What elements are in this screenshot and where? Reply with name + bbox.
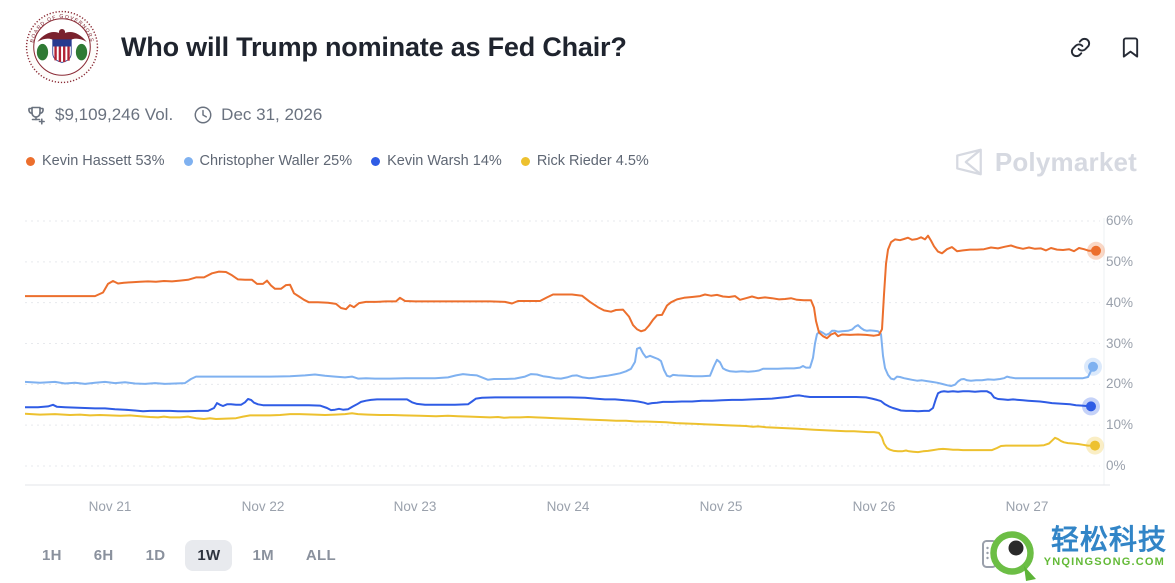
chart-legend: Kevin Hassett 53% Christopher Waller 25%…: [26, 153, 649, 169]
timeframe-6h[interactable]: 6H: [82, 540, 126, 571]
y-tick-50%: 50%: [1106, 253, 1134, 269]
timeframe-all[interactable]: ALL: [294, 540, 348, 571]
y-tick-30%: 30%: [1106, 335, 1134, 351]
page-title: Who will Trump nominate as Fed Chair?: [121, 31, 627, 62]
end-date-group: Dec 31, 2026: [193, 105, 322, 125]
x-tick-nov-23: Nov 23: [393, 499, 437, 514]
federal-reserve-seal-icon: BOARD OF GOVERNORS OF THE FEDERAL RESERV…: [25, 10, 99, 84]
polymarket-logo-icon: [955, 148, 982, 176]
timeframe-1d[interactable]: 1D: [134, 540, 178, 571]
copy-link-icon[interactable]: [1069, 36, 1092, 59]
market-stats: $9,109,246 Vol. Dec 31, 2026: [25, 104, 322, 126]
end-marker-rick-rieder: [1090, 440, 1100, 451]
y-tick-40%: 40%: [1106, 294, 1134, 310]
trophy-rewards-icon: [28, 106, 45, 125]
x-tick-nov-21: Nov 21: [88, 499, 132, 514]
legend-label: Rick Rieder 4.5%: [536, 153, 649, 169]
site-watermark-logo-icon: [981, 531, 1036, 581]
end-marker-kevin-warsh: [1086, 401, 1096, 412]
price-history-chart[interactable]: [25, 210, 1110, 495]
bookmark-icon[interactable]: [1120, 36, 1141, 59]
clock-icon: [194, 106, 212, 124]
seal-tree-left: [36, 43, 49, 61]
legend-dot-light-blue: [183, 156, 193, 166]
y-tick-20%: 20%: [1106, 376, 1134, 392]
market-header: BOARD OF GOVERNORS OF THE FEDERAL RESERV…: [25, 10, 627, 84]
x-tick-nov-22: Nov 22: [241, 499, 285, 514]
y-tick-0%: 0%: [1106, 458, 1126, 473]
legend-item-christopher-waller: Christopher Waller 25%: [183, 153, 353, 169]
legend-item-kevin-warsh: Kevin Warsh 14%: [371, 153, 502, 169]
x-tick-nov-25: Nov 25: [699, 499, 743, 514]
seal-tree-right: [75, 43, 88, 61]
series-line-rick-rieder[interactable]: [25, 412, 1096, 454]
x-tick-nov-27: Nov 27: [1005, 499, 1049, 514]
seal-eagle: [37, 31, 87, 44]
header-actions: [1069, 36, 1141, 59]
x-tick-nov-26: Nov 26: [852, 499, 896, 514]
timeframe-selector: 1H 6H 1D 1W 1M ALL: [30, 540, 348, 571]
legend-label: Kevin Hassett 53%: [42, 153, 165, 169]
legend-dot-blue: [371, 156, 381, 166]
watermark-domain-text: YNQINGSONG.COM: [1043, 556, 1165, 568]
timeframe-1w[interactable]: 1W: [185, 540, 233, 571]
legend-item-kevin-hassett: Kevin Hassett 53%: [26, 153, 165, 169]
volume-group: $9,109,246 Vol.: [25, 104, 173, 126]
series-line-kevin-hassett[interactable]: [25, 234, 1097, 340]
legend-dot-orange: [26, 156, 35, 166]
end-date-value: Dec 31, 2026: [221, 105, 323, 124]
legend-item-rick-rieder: Rick Rieder 4.5%: [520, 153, 649, 169]
end-marker-kevin-hassett: [1091, 245, 1101, 256]
series-line-christopher-waller[interactable]: [25, 324, 1094, 387]
series-line-kevin-warsh[interactable]: [25, 390, 1092, 413]
volume-value: $9,109,246 Vol.: [55, 105, 174, 124]
legend-label: Christopher Waller 25%: [199, 153, 353, 169]
timeframe-1h[interactable]: 1H: [30, 540, 74, 571]
watermark-brand-text: 轻松科技: [1050, 524, 1167, 555]
timeframe-1m[interactable]: 1M: [240, 540, 285, 571]
y-tick-60%: 60%: [1106, 213, 1134, 228]
polymarket-wordmark: Polymarket: [994, 146, 1137, 177]
legend-label: Kevin Warsh 14%: [387, 153, 502, 169]
polymarket-watermark: Polymarket: [953, 146, 1137, 178]
legend-dot-yellow: [520, 156, 530, 166]
site-watermark: 轻松科技 YNQINGSONG.COM: [980, 525, 1167, 583]
y-tick-10%: 10%: [1106, 417, 1134, 433]
x-tick-nov-24: Nov 24: [546, 499, 590, 514]
end-marker-christopher-waller: [1088, 361, 1098, 372]
